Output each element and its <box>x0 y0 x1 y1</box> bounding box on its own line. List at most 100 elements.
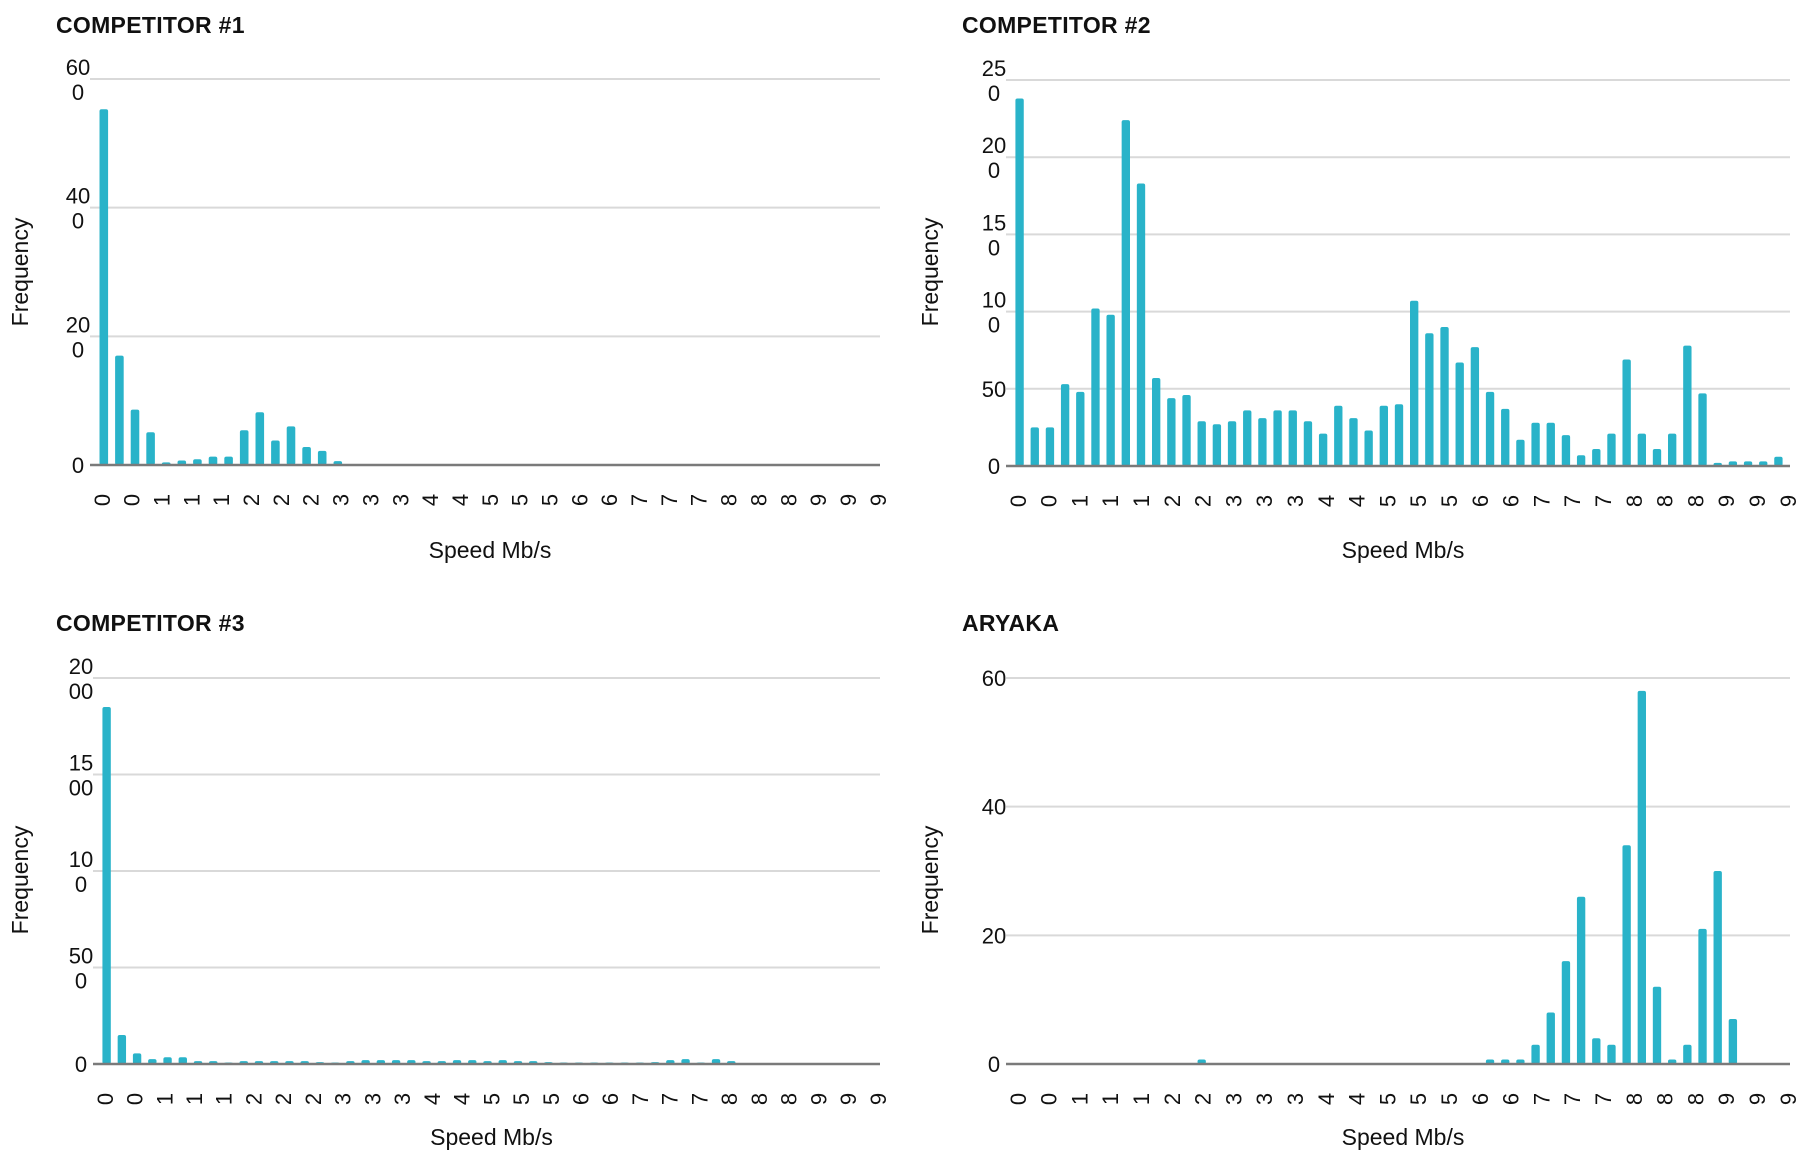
y-tick-label: 10 <box>982 288 1006 313</box>
x-tick-label: 3 <box>1283 1093 1308 1105</box>
x-tick-label: 1 <box>182 1093 207 1105</box>
y-tick-label: 0 <box>75 1052 87 1077</box>
x-tick-label: 0 <box>93 1093 118 1105</box>
bar <box>302 446 311 465</box>
x-tick-label: 8 <box>1653 495 1678 507</box>
x-tick-label: 6 <box>1468 495 1493 507</box>
x-tick-label: 5 <box>1406 1093 1431 1105</box>
bar <box>1167 398 1176 466</box>
y-tick-label: 40 <box>66 184 90 209</box>
chart-title: COMPETITOR #2 <box>962 12 1151 38</box>
x-tick-label: 1 <box>209 494 234 506</box>
x-tick-label: 1 <box>1098 495 1123 507</box>
bar <box>130 409 140 465</box>
y-tick-label: 15 <box>69 751 93 776</box>
bar <box>1318 433 1328 466</box>
y-axis-title: Frequency <box>7 825 33 934</box>
bar <box>1227 421 1237 466</box>
y-tick-label: 0 <box>988 313 1000 338</box>
bar <box>1728 1018 1738 1064</box>
bar <box>208 456 218 465</box>
bar <box>146 432 155 465</box>
bar <box>1622 359 1631 466</box>
x-tick-label: 8 <box>717 494 742 506</box>
bar <box>1668 433 1677 466</box>
bar <box>1561 435 1571 466</box>
x-tick-label: 5 <box>479 1093 504 1105</box>
bar <box>1561 961 1571 1064</box>
bar <box>1637 433 1646 466</box>
y-tick-label: 00 <box>69 679 93 704</box>
bar <box>1455 362 1464 466</box>
bar <box>1334 405 1343 466</box>
x-tick-label: 7 <box>1529 1093 1554 1105</box>
bar <box>1349 418 1358 466</box>
x-tick-label: 7 <box>658 1093 683 1105</box>
x-tick-label: 4 <box>1314 1093 1339 1105</box>
x-tick-label: 0 <box>1006 1093 1031 1105</box>
bar <box>1379 405 1388 466</box>
x-tick-label: 7 <box>628 1093 653 1105</box>
x-tick-label: 0 <box>1006 495 1031 507</box>
bar <box>1197 421 1206 466</box>
x-tick-label: 2 <box>299 494 324 506</box>
bar <box>1410 300 1419 466</box>
x-tick-label: 5 <box>1375 495 1400 507</box>
bar <box>1030 427 1039 466</box>
y-tick-label: 0 <box>72 453 84 478</box>
x-tick-label: 3 <box>1221 1093 1246 1105</box>
x-tick-label: 8 <box>746 494 771 506</box>
x-tick-label: 5 <box>509 1093 534 1105</box>
x-tick-label: 4 <box>1345 1093 1370 1105</box>
y-tick-label: 0 <box>988 81 1000 106</box>
x-tick-label: 4 <box>450 1093 475 1105</box>
x-tick-label: 6 <box>1499 495 1524 507</box>
y-tick-label: 0 <box>72 209 84 234</box>
bar <box>178 1057 187 1064</box>
bar <box>1531 422 1540 466</box>
x-tick-label: 5 <box>1437 495 1462 507</box>
y-tick-label: 00 <box>69 776 93 801</box>
x-tick-label: 3 <box>1252 495 1277 507</box>
x-tick-label: 7 <box>1560 1093 1585 1105</box>
y-tick-label: 25 <box>982 56 1006 81</box>
x-axis-title: Speed Mb/s <box>430 1124 553 1150</box>
x-tick-label: 1 <box>179 494 204 506</box>
x-tick-label: 3 <box>1252 1093 1277 1105</box>
y-tick-label: 0 <box>72 80 84 105</box>
bar <box>271 440 280 465</box>
bar <box>99 109 109 465</box>
x-tick-label: 4 <box>418 494 443 506</box>
bar <box>1637 690 1646 1064</box>
x-tick-label: 0 <box>1037 1093 1062 1105</box>
chart-panel-competitor-1: COMPETITOR #1 0 20 0 40 0 60 0 0 0 1 1 1 2 2 2 3 3 3 4 4 5 5 5… <box>0 0 900 582</box>
bar <box>1607 1044 1616 1064</box>
x-tick-label: 4 <box>1314 495 1339 507</box>
bar <box>1152 377 1161 466</box>
bar <box>239 430 249 465</box>
chart-panel-competitor-2: COMPETITOR #2 0 50 10 0 15 0 20 0 25 0 0 0 1 1 1 2 2 3 3 3 4… <box>900 0 1800 582</box>
x-tick-label: 0 <box>120 494 145 506</box>
bar <box>1622 845 1631 1064</box>
x-tick-label: 2 <box>301 1093 326 1105</box>
bar <box>1182 394 1191 466</box>
y-tick-label: 20 <box>69 654 93 679</box>
y-tick-label: 10 <box>69 847 93 872</box>
y-axis-title: Frequency <box>917 825 943 934</box>
chart-panel-aryaka: ARYAKA 0 20 40 60 0 0 1 1 1 2 2 3 3 3 4 4 5 5 5 6 6 7 7 7 8 8 8 9 9 9… <box>900 582 1800 1164</box>
x-tick-label: 8 <box>1622 1093 1647 1105</box>
bar <box>1076 391 1085 466</box>
bar <box>1015 98 1024 466</box>
bar <box>1273 410 1282 466</box>
bar <box>255 412 265 465</box>
y-tick-label: 50 <box>982 377 1006 402</box>
x-tick-label: 6 <box>569 1093 594 1105</box>
bar <box>317 450 327 465</box>
bar <box>1698 928 1707 1064</box>
x-tick-label: 7 <box>657 494 682 506</box>
y-tick-label: 20 <box>982 133 1006 158</box>
x-tick-label: 8 <box>1683 1093 1708 1105</box>
bar <box>1121 120 1130 467</box>
